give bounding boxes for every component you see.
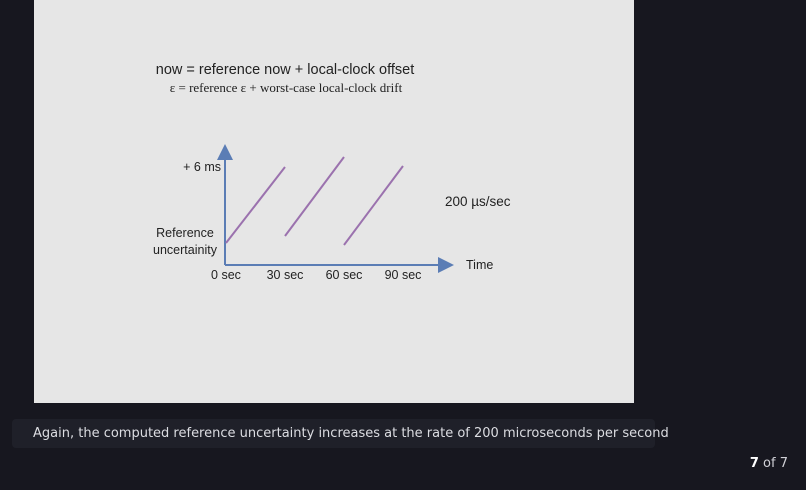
x-axis-label: Time [466, 258, 493, 272]
x-tick-0: 0 sec [211, 268, 241, 282]
drift-line-3 [343, 165, 404, 246]
slide-counter-total: 7 [779, 456, 788, 471]
slide-counter: 7 of 7 [750, 456, 788, 471]
caption-text: Again, the computed reference uncertaint… [33, 426, 669, 441]
caption-box: Again, the computed reference uncertaint… [12, 419, 669, 448]
x-tick-90: 90 sec [385, 268, 422, 282]
y-label-uncertainity: uncertainity [153, 243, 218, 257]
drift-line-2 [284, 156, 345, 237]
slide: now = reference now + local-clock offset… [34, 0, 634, 403]
rate-label: 200 µs/sec [445, 194, 511, 209]
y-label-reference: Reference [156, 226, 214, 240]
x-tick-30: 30 sec [267, 268, 304, 282]
y-top-label: + 6 ms [183, 160, 221, 174]
formula-epsilon: ε = reference ε + worst-case local-clock… [170, 80, 403, 95]
x-tick-60: 60 sec [326, 268, 363, 282]
formula-now: now = reference now + local-clock offset [156, 62, 414, 78]
slide-diagram: now = reference now + local-clock offset… [153, 62, 511, 282]
drift-line-1 [225, 166, 286, 244]
slide-counter-current: 7 [749, 456, 759, 471]
slide-counter-separator: of [763, 456, 776, 471]
